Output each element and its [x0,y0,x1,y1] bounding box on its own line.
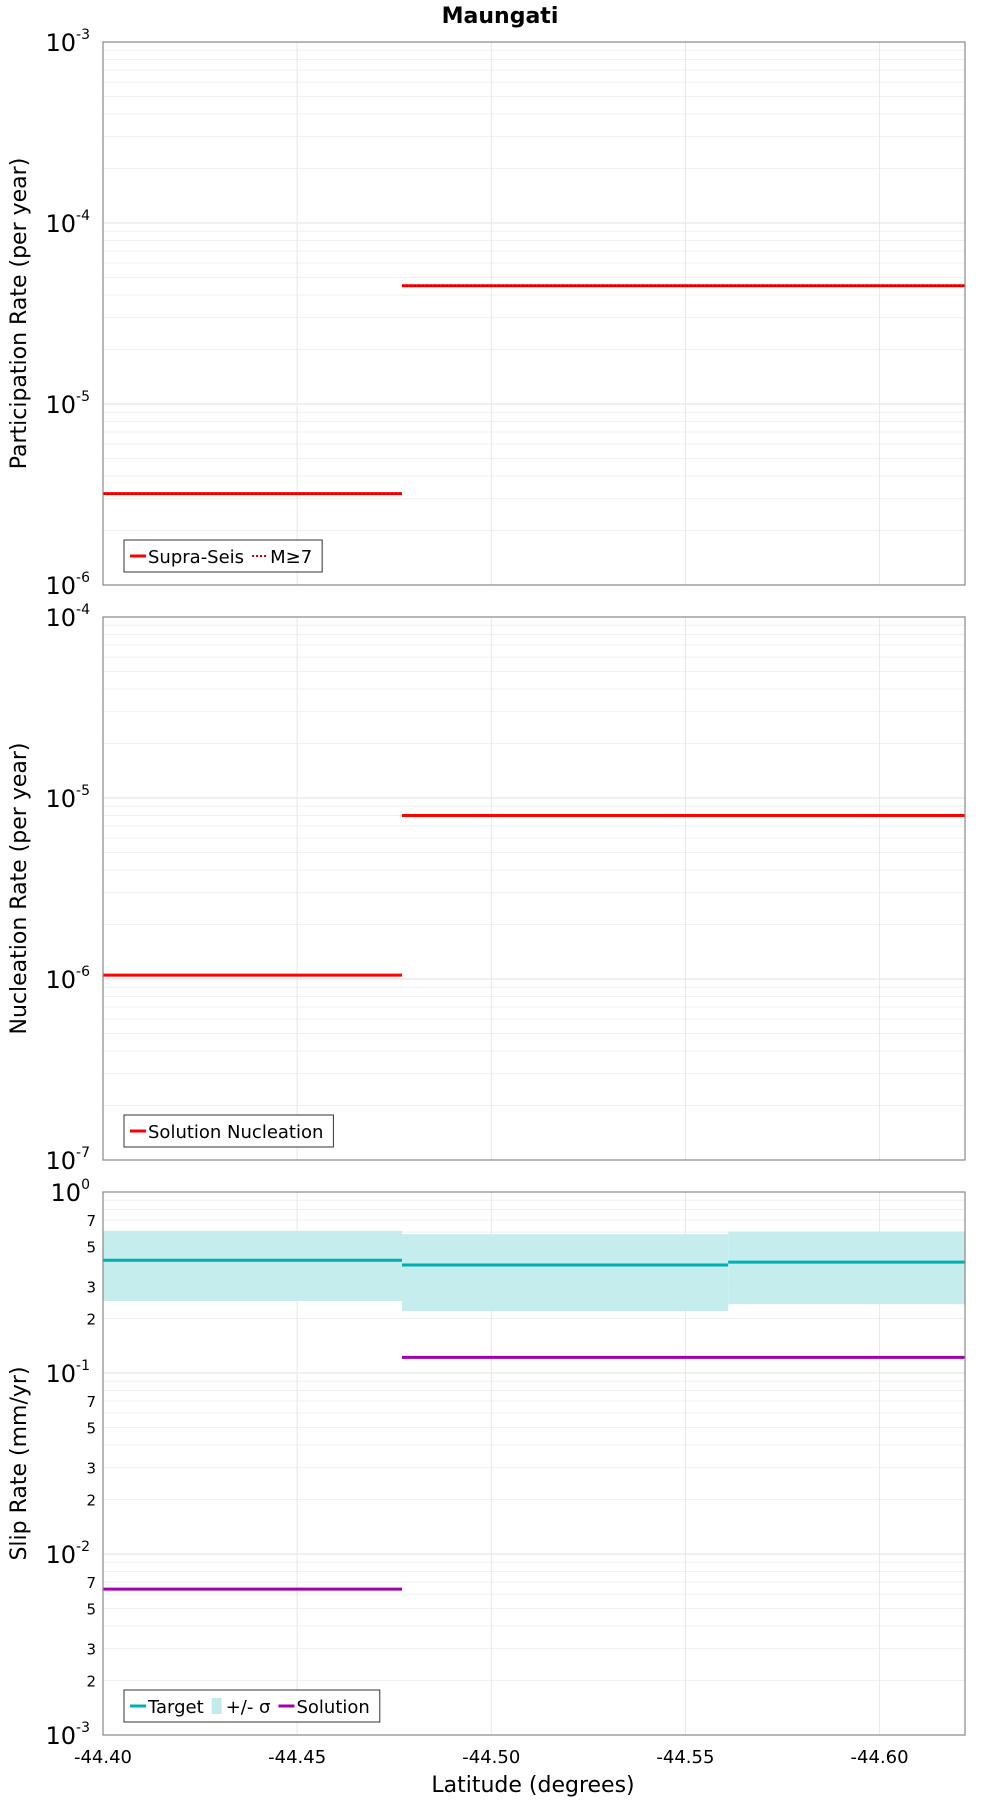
legend-box [123,1114,334,1148]
y-minor-tick-label: 2 [86,1673,96,1691]
participation-rate-panel: 10-6 10-5 10-4 10-3 Participation Rate (per … [7,27,966,600]
x-tick-label: -44.60 [851,1747,909,1768]
legend-swatch [211,1698,222,1714]
legend-box [123,1689,381,1723]
y-minor-tick-label: 5 [86,1600,96,1618]
y-tick-label: 10-4 [45,602,90,632]
y-tick-label: 10-7 [45,1145,90,1175]
y-tick-label: 10-2 [45,1539,90,1569]
slip-rate-panel: 10-3 10-2 10-1 100 2 3 5 7 2 3 5 7 2 3 5 7 Slip Rate (mm… [7,1177,966,1768]
y-tick-label: 100 [51,1177,90,1207]
y-minor-tick-label: 7 [86,1574,96,1592]
plot-frame [102,1191,966,1736]
y-minor-tick-label: 3 [86,1460,96,1478]
y-minor-tick-label: 5 [86,1419,96,1437]
sigma-band [103,1230,402,1301]
y-tick-label: 10-5 [45,783,90,813]
plot-frame [102,616,966,1161]
y-minor-tick-label: 3 [86,1279,96,1297]
legend-label: M≥7 [270,547,312,568]
y-tick-label: 10-3 [45,27,90,57]
legend-box [123,539,323,573]
plot-area [103,617,965,1160]
y-tick-label: 10-6 [45,570,90,600]
sigma-band [728,1231,965,1305]
y-tick-label: 10-1 [45,1358,90,1388]
nucleation-rate-panel: 10-7 10-6 10-5 10-4 Nucleation Rate (per yea… [7,602,966,1175]
legend-label: Solution [296,1697,369,1718]
x-tick-label: -44.45 [268,1747,326,1768]
y-axis-label: Slip Rate (mm/yr) [7,1366,32,1560]
y-minor-tick-label: 2 [86,1492,96,1510]
plot-frame [102,41,966,586]
legend: Solution Nucleation [123,1114,334,1148]
x-axis-label: Latitude (degrees) [431,1773,634,1798]
x-tick-label: -44.55 [656,1747,714,1768]
y-tick-label: 10-3 [45,1720,90,1750]
y-axis-label: Nucleation Rate (per year) [7,743,32,1035]
y-tick-label: 10-4 [45,208,90,238]
legend-label: Solution Nucleation [148,1122,323,1143]
x-tick-label: -44.40 [74,1747,132,1768]
chart-title: Maungati [442,4,559,29]
y-minor-tick-label: 3 [86,1641,96,1659]
legend: Target +/- σ Solution [123,1689,381,1723]
plot-area [103,42,965,585]
sigma-band [401,1234,729,1312]
y-tick-label: 10-6 [45,964,90,994]
y-tick-label: 10-5 [45,389,90,419]
y-axis-label: Participation Rate (per year) [7,158,32,470]
legend-label: +/- σ [226,1697,271,1718]
y-minor-tick-label: 5 [86,1238,96,1256]
y-minor-tick-label: 7 [86,1212,96,1230]
legend-label: Target [147,1697,204,1718]
y-minor-tick-label: 7 [86,1393,96,1411]
legend: Supra-Seis M≥7 [123,539,323,573]
x-tick-label: -44.50 [462,1747,520,1768]
legend-label: Supra-Seis [148,547,244,568]
y-minor-tick-label: 2 [86,1311,96,1329]
